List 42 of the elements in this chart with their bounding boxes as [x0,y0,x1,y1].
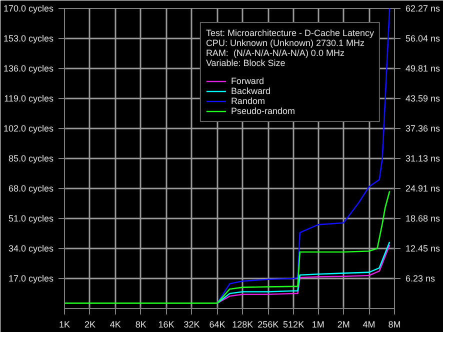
y-tick-label: 34.0 cycles [8,244,54,254]
legend-label: Random [230,96,265,106]
x-tick-label: 64K [209,320,226,330]
y-tick-label: 17.0 cycles [8,274,54,284]
legend-label: Backward [230,86,270,96]
y-tick-label: 102.0 cycles [3,124,54,134]
y2-tick-label: 37.36 ns [406,124,441,134]
legend-label: Pseudo-random [230,106,295,116]
x-tick-label: 32K [184,320,200,330]
x-tick-label: 128K [232,320,254,330]
y-tick-label: 170.0 cycles [3,4,54,14]
annotation: Test: Microarchitecture - D-Cache Latency [206,28,374,38]
y-tick-label: 119.0 cycles [4,94,54,104]
x-tick-label: 512K [283,320,304,330]
y-tick-label: 136.0 cycles [3,64,54,74]
y2-tick-label: 56.04 ns [406,34,441,44]
x-tick-label: 1K [58,320,70,330]
y2-tick-label: 43.59 ns [406,93,441,104]
y2-tick-label: 49.81 ns [406,64,441,74]
y-tick-label: 68.0 cycles [8,184,54,194]
y-tick-label: 85.0 cycles [8,154,54,164]
x-tick-label: 1M [312,320,324,330]
legend-label: Forward [230,76,264,86]
x-tick-label: 4M [362,320,376,330]
y2-tick-label: 62.27 ns [406,4,441,14]
y2-tick-label: 31.13 ns [406,154,441,164]
x-tick-label: 8K [135,320,146,330]
annotation: Variable: Block Size [206,58,286,68]
x-tick-label: 16K [158,320,174,330]
x-tick-label: 4K [110,320,121,330]
x-tick-label: 2K [84,320,96,330]
y2-tick-label: 18.68 ns [406,214,441,224]
annotation: RAM: (N/A-N/A-N/A-N/A) 0.0 MHz [206,48,344,58]
x-tick-label: 8M [388,320,401,330]
y2-tick-label: 6.23 ns [406,273,436,284]
y2-tick-label: 24.91 ns [406,183,441,194]
y-tick-label: 51.0 cycles [8,214,54,224]
annotation: CPU: Unknown (Unknown) 2730.1 MHz [206,38,365,48]
y-tick-label: 153.0 cycles [3,34,54,44]
x-tick-label: 2M [337,320,350,330]
x-tick-label: 256K [258,320,279,330]
y2-tick-label: 12.45 ns [406,244,441,254]
